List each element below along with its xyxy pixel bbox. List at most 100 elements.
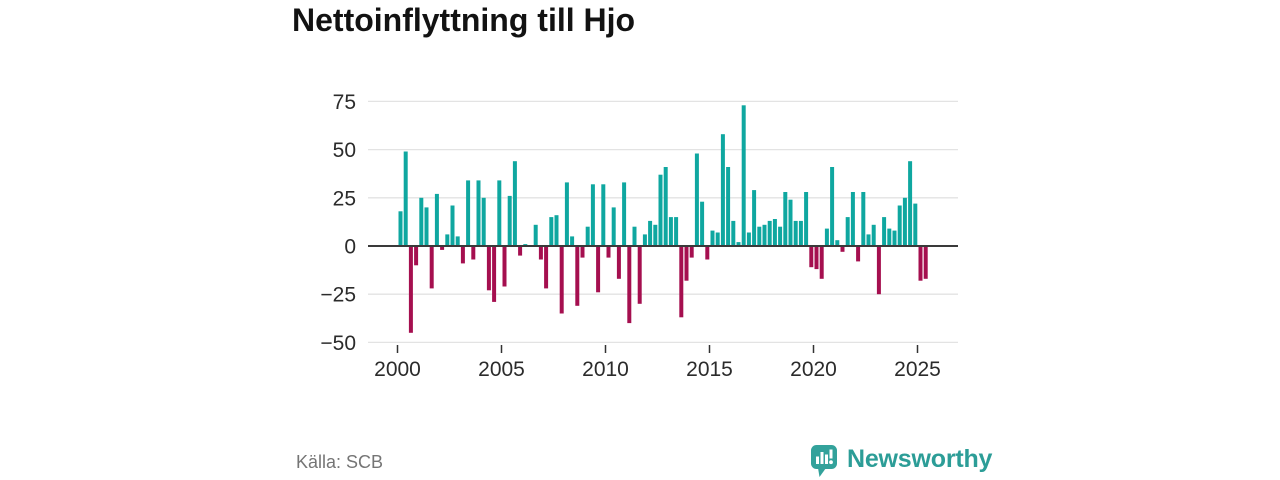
bar [783, 192, 788, 246]
bar [549, 217, 554, 246]
bar [871, 224, 876, 246]
bar [736, 242, 741, 246]
bar [710, 230, 715, 246]
y-axis-label: −50 [320, 332, 356, 355]
bar [814, 246, 819, 270]
bar [830, 167, 835, 246]
bar [642, 234, 647, 246]
bar [398, 211, 403, 246]
bar [455, 236, 460, 246]
bar [882, 217, 887, 246]
bar [835, 240, 840, 246]
bar [720, 134, 725, 246]
bar [538, 246, 543, 260]
y-axis-label: 50 [333, 139, 356, 162]
bar [861, 192, 866, 246]
bar [554, 215, 559, 246]
bar [762, 224, 767, 246]
bar [700, 201, 705, 246]
bar [793, 220, 798, 246]
bar [450, 205, 455, 246]
bar [850, 192, 855, 246]
bar [694, 153, 699, 246]
bar [866, 234, 871, 246]
bar [726, 167, 731, 246]
bar [679, 246, 684, 318]
bar [419, 197, 424, 246]
bar [564, 182, 569, 246]
bar [466, 180, 471, 246]
x-axis-label: 2000 [374, 358, 421, 381]
bar [518, 246, 523, 256]
bar [570, 236, 575, 246]
bar [408, 246, 413, 333]
y-axis-label: 0 [344, 236, 356, 259]
bar [637, 246, 642, 304]
bar [752, 190, 757, 246]
bar [856, 246, 861, 262]
x-axis-label: 2015 [686, 358, 733, 381]
bar [445, 234, 450, 246]
bar [632, 226, 637, 246]
bar [424, 207, 429, 246]
bar [668, 217, 673, 246]
bar [414, 246, 419, 266]
bar [804, 192, 809, 246]
bar [757, 226, 762, 246]
bar [606, 246, 611, 258]
bar [580, 246, 585, 258]
bar [627, 246, 632, 324]
bar [497, 180, 502, 246]
bar [840, 246, 845, 252]
bar [492, 246, 497, 302]
bar [715, 232, 720, 246]
bar [575, 246, 580, 306]
bar [705, 246, 710, 260]
bar [585, 226, 590, 246]
bar [876, 246, 881, 295]
y-axis-label: 75 [333, 91, 356, 114]
bar [658, 174, 663, 246]
bar [845, 217, 850, 246]
bar [923, 246, 928, 279]
axis-labels: 75 50 25 0 −25 −50 2000 2005 2010 2015 2020 2025 [320, 91, 940, 381]
bar [684, 246, 689, 281]
bar [902, 197, 907, 246]
bar [772, 219, 777, 246]
y-axis-label: −25 [320, 284, 356, 307]
bar [824, 228, 829, 246]
bar [403, 151, 408, 246]
bar [819, 246, 824, 279]
bar [887, 228, 892, 246]
bar [507, 195, 512, 246]
bar [788, 199, 793, 246]
bar [897, 205, 902, 246]
bar [502, 246, 507, 287]
bar [746, 232, 751, 246]
bar [908, 161, 913, 246]
x-axis-label: 2020 [790, 358, 837, 381]
bar [476, 180, 481, 246]
newsworthy-chart-bubble-icon [811, 445, 837, 477]
bar [741, 105, 746, 246]
gridlines [368, 100, 958, 344]
bar [778, 226, 783, 246]
bar [674, 217, 679, 246]
bar [809, 246, 814, 268]
bar [767, 220, 772, 246]
bar [731, 220, 736, 246]
newsworthy-logo: Newsworthy [810, 444, 992, 478]
x-axis-label: 2025 [894, 358, 941, 381]
bar [429, 246, 434, 289]
bar [559, 246, 564, 314]
bar [440, 246, 445, 250]
bar [601, 184, 606, 246]
bar [689, 246, 694, 258]
bar [434, 193, 439, 246]
bar [663, 167, 668, 246]
bar [798, 220, 803, 246]
bar [918, 246, 923, 281]
bar [512, 161, 517, 246]
y-axis-label: 25 [333, 187, 356, 210]
